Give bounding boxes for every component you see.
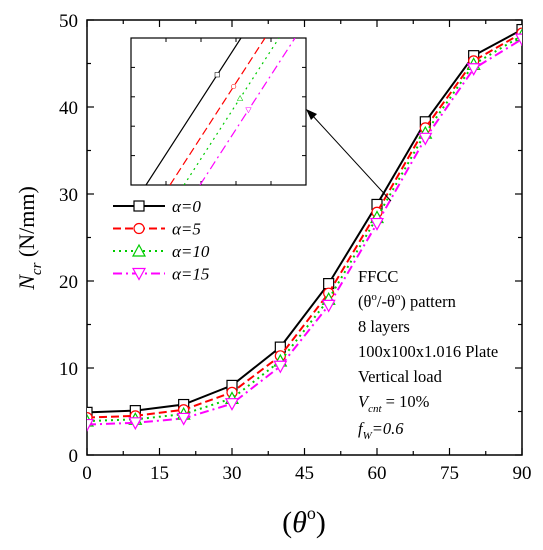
inset-line-0 [145, 38, 242, 185]
annotation-line-1: FFCC [358, 267, 398, 286]
series-3-point [87, 418, 95, 432]
series-line-0 [87, 28, 522, 414]
x-tick-label: 75 [440, 463, 459, 484]
annotation-line-4: 100x100x1.016 Plate [358, 342, 498, 361]
x-tick-labels: 0 15 30 45 60 75 90 [82, 463, 531, 484]
series-line-2 [87, 34, 522, 423]
legend-marker-0 [133, 200, 145, 212]
inset-line-1 [169, 38, 266, 185]
series-3-point [466, 63, 481, 76]
legend-marker-3 [131, 267, 147, 281]
y-axis-title: Ncr (N/mm) [14, 186, 45, 291]
y-tick-label: 10 [59, 359, 78, 380]
annotation-line-7: fW=0.6 [358, 419, 404, 442]
annotation-line-6: Vcnt = 10% [358, 392, 430, 415]
series-line-3 [87, 38, 522, 426]
series-0-point [87, 406, 93, 418]
x-axis-title: (θo) [282, 503, 326, 539]
inset-point-3 [245, 107, 252, 114]
inset-arrow [306, 109, 392, 202]
y-tick-label: 50 [59, 11, 78, 32]
series-line-1 [87, 32, 522, 419]
series-3-point [128, 417, 143, 431]
x-tick-label: 30 [223, 463, 242, 484]
legend-label-0: α=0 [172, 197, 201, 216]
inset-magnifier [130, 37, 307, 186]
legend-label-2: α=10 [172, 242, 210, 261]
legend-marker-1 [133, 222, 145, 235]
y-tick-labels: 0 10 20 30 40 50 [59, 11, 78, 467]
y-tick-label: 0 [69, 446, 79, 467]
series-3-point [418, 132, 433, 146]
series-layer [87, 23, 522, 432]
inset-point-0 [214, 72, 220, 78]
x-tick-label: 90 [513, 463, 532, 484]
x-tick-label: 60 [368, 463, 387, 484]
legend: α=0 α=5 α=10 α=15 [113, 197, 210, 284]
annotation-line-2: (θo/-θo) pattern [358, 291, 456, 311]
y-tick-label: 40 [59, 98, 78, 119]
inset-lines [145, 38, 296, 185]
x-tick-label: 0 [82, 463, 92, 484]
series-3-point [321, 299, 336, 313]
annotation: FFCC (θo/-θo) pattern 8 layers 100x100x1… [358, 267, 498, 442]
inset-line-2 [183, 38, 280, 185]
series-3-point [273, 360, 288, 374]
legend-label-3: α=15 [172, 265, 209, 284]
x-tick-label: 15 [150, 463, 169, 484]
annotation-line-3: 8 layers [358, 317, 410, 336]
series-3-point [369, 217, 385, 231]
inset-point-2 [236, 95, 244, 101]
y-tick-label: 30 [59, 185, 78, 206]
legend-marker-2 [131, 243, 147, 257]
axis-ticks [86, 19, 523, 456]
annotation-line-5: Vertical load [358, 367, 443, 386]
series-3-point [176, 412, 191, 426]
series-3-point [224, 398, 240, 411]
y-tick-label: 20 [59, 272, 78, 293]
series-3-point [514, 33, 522, 47]
legend-label-1: α=5 [172, 220, 201, 239]
inset-ticks [131, 38, 306, 185]
x-tick-label: 45 [295, 463, 314, 484]
inset-point-1 [231, 83, 237, 90]
